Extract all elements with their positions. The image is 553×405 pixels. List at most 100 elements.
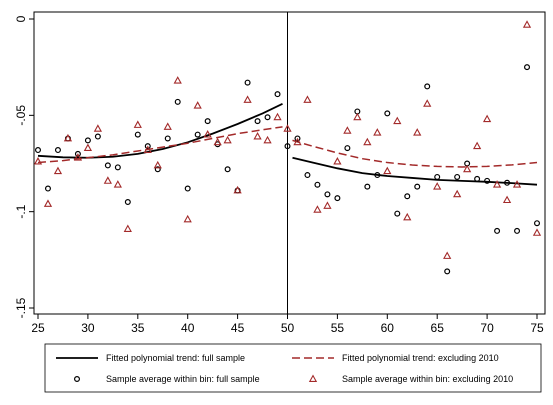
point-excluding-2010 xyxy=(502,195,512,204)
point-excluding-2010 xyxy=(93,124,103,132)
point-excluding-2010 xyxy=(433,182,442,190)
point-full-sample xyxy=(394,210,401,217)
point-full-sample xyxy=(104,162,111,169)
point-excluding-2010 xyxy=(443,251,452,259)
point-full-sample xyxy=(154,166,161,173)
point-full-sample xyxy=(314,181,321,188)
legend: Fitted polynomial trend: full sample Fitt… xyxy=(44,343,542,393)
point-excluding-2010 xyxy=(233,185,242,194)
legend-label: Sample average within bin: full sample xyxy=(106,374,260,384)
plot-frame xyxy=(33,11,546,315)
x-tick-label: 45 xyxy=(231,321,245,335)
legend-label: Sample average within bin: excluding 201… xyxy=(342,374,513,384)
point-full-sample xyxy=(254,118,261,125)
point-full-sample xyxy=(444,268,451,275)
point-full-sample xyxy=(264,114,271,121)
point-full-sample xyxy=(334,195,341,202)
point-full-sample xyxy=(524,64,531,71)
point-full-sample xyxy=(504,179,511,186)
x-tick-label: 60 xyxy=(381,321,395,335)
point-excluding-2010 xyxy=(153,160,162,169)
point-excluding-2010 xyxy=(353,112,362,121)
point-excluding-2010 xyxy=(253,131,262,140)
point-full-sample xyxy=(114,164,121,171)
point-excluding-2010 xyxy=(223,135,232,144)
x-tick-label: 30 xyxy=(81,321,95,335)
point-excluding-2010 xyxy=(103,176,112,184)
point-full-sample xyxy=(204,118,211,125)
point-excluding-2010 xyxy=(333,157,342,165)
point-excluding-2010 xyxy=(263,135,272,144)
x-tick-label: 25 xyxy=(31,321,45,335)
point-full-sample xyxy=(294,135,301,142)
point-excluding-2010 xyxy=(472,141,482,150)
point-full-sample xyxy=(54,147,61,154)
point-excluding-2010 xyxy=(243,95,252,103)
point-excluding-2010 xyxy=(133,120,142,128)
x-tick-label: 70 xyxy=(480,321,494,335)
point-excluding-2010 xyxy=(203,130,212,138)
point-excluding-2010 xyxy=(363,137,372,146)
point-full-sample xyxy=(384,110,391,117)
point-full-sample xyxy=(374,172,381,179)
point-full-sample xyxy=(164,135,171,142)
point-excluding-2010 xyxy=(83,143,93,152)
legend-key-points-excluding-2010 xyxy=(308,374,318,382)
point-excluding-2010 xyxy=(123,224,132,232)
point-excluding-2010 xyxy=(423,99,432,107)
legend-key-points-full-sample xyxy=(73,376,80,383)
point-full-sample xyxy=(344,145,351,152)
point-excluding-2010 xyxy=(213,137,222,146)
y-tick-label: -.1 xyxy=(14,204,28,218)
point-excluding-2010 xyxy=(492,180,502,188)
point-excluding-2010 xyxy=(463,164,472,173)
point-full-sample xyxy=(224,166,231,173)
point-excluding-2010 xyxy=(113,180,122,188)
legend-box xyxy=(44,343,542,393)
point-full-sample xyxy=(364,183,371,190)
point-excluding-2010 xyxy=(482,114,492,123)
fit-line-excluding-2010 xyxy=(292,139,538,168)
point-full-sample xyxy=(284,143,291,150)
point-excluding-2010 xyxy=(393,116,402,125)
point-excluding-2010 xyxy=(313,205,322,213)
point-excluding-2010 xyxy=(373,128,382,136)
point-excluding-2010 xyxy=(532,228,542,236)
fit-line-excluding-2010 xyxy=(37,126,283,164)
point-full-sample xyxy=(44,185,51,192)
point-full-sample xyxy=(514,227,521,234)
point-full-sample xyxy=(144,143,151,150)
point-excluding-2010 xyxy=(273,112,282,121)
point-full-sample xyxy=(434,173,441,180)
x-tick-label: 65 xyxy=(431,321,445,335)
point-excluding-2010 xyxy=(183,214,192,223)
point-excluding-2010 xyxy=(453,189,462,198)
y-tick-label: -.15 xyxy=(14,297,28,318)
point-excluding-2010 xyxy=(512,180,522,188)
plot-layer: 25 30 35 40 45 50 55 60 65 70 75 0 -.05 -.1 -.15 xyxy=(14,11,546,335)
point-excluding-2010 xyxy=(53,166,63,175)
legend-label: Fitted polynomial trend: excluding 2010 xyxy=(342,353,499,363)
x-tick-label: 50 xyxy=(281,321,295,335)
point-excluding-2010 xyxy=(193,101,202,109)
point-full-sample xyxy=(414,183,421,190)
x-tick-label: 75 xyxy=(530,321,544,335)
point-full-sample xyxy=(74,150,81,157)
point-full-sample xyxy=(174,98,181,105)
point-full-sample xyxy=(184,185,191,192)
point-full-sample xyxy=(454,173,461,180)
point-excluding-2010 xyxy=(293,137,302,146)
point-excluding-2010 xyxy=(173,76,182,84)
point-full-sample xyxy=(424,83,431,90)
point-excluding-2010 xyxy=(143,145,152,153)
point-excluding-2010 xyxy=(33,157,43,165)
point-full-sample xyxy=(474,175,481,182)
fit-line-full-sample xyxy=(37,102,283,159)
point-full-sample xyxy=(404,193,411,200)
point-full-sample xyxy=(84,137,91,144)
point-excluding-2010 xyxy=(63,133,73,142)
point-excluding-2010 xyxy=(73,153,83,161)
point-excluding-2010 xyxy=(43,199,53,207)
